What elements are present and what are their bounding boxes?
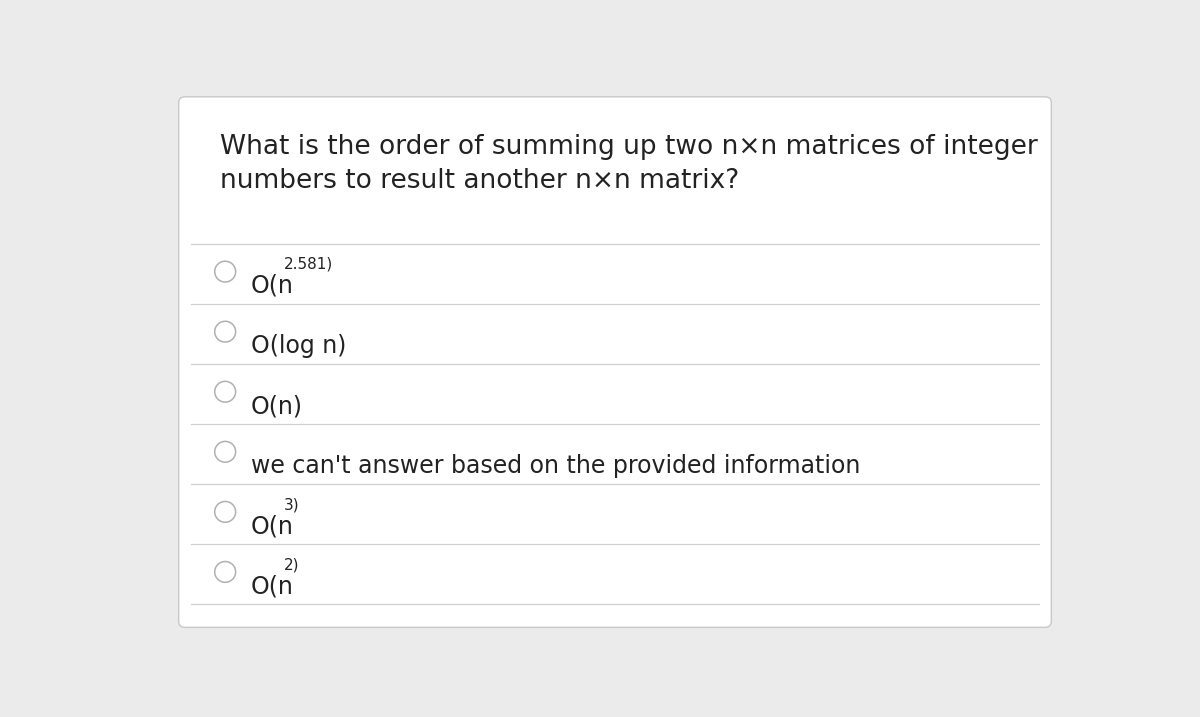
Circle shape	[215, 501, 235, 522]
Text: O(n: O(n	[251, 274, 294, 298]
Circle shape	[215, 261, 235, 282]
Text: O(n: O(n	[251, 574, 294, 598]
Text: 2.581): 2.581)	[284, 257, 334, 272]
Text: numbers to result another n×n matrix?: numbers to result another n×n matrix?	[220, 168, 739, 194]
Text: What is the order of summing up two n×n matrices of integer: What is the order of summing up two n×n …	[220, 134, 1038, 160]
Text: O(log n): O(log n)	[251, 334, 346, 358]
FancyBboxPatch shape	[179, 97, 1051, 627]
Text: O(n): O(n)	[251, 394, 302, 418]
Text: O(n: O(n	[251, 514, 294, 538]
Text: 3): 3)	[284, 497, 300, 512]
Circle shape	[215, 561, 235, 582]
Text: we can't answer based on the provided information: we can't answer based on the provided in…	[251, 454, 860, 478]
Circle shape	[215, 442, 235, 462]
Text: 2): 2)	[284, 557, 300, 572]
Circle shape	[215, 321, 235, 342]
Circle shape	[215, 381, 235, 402]
